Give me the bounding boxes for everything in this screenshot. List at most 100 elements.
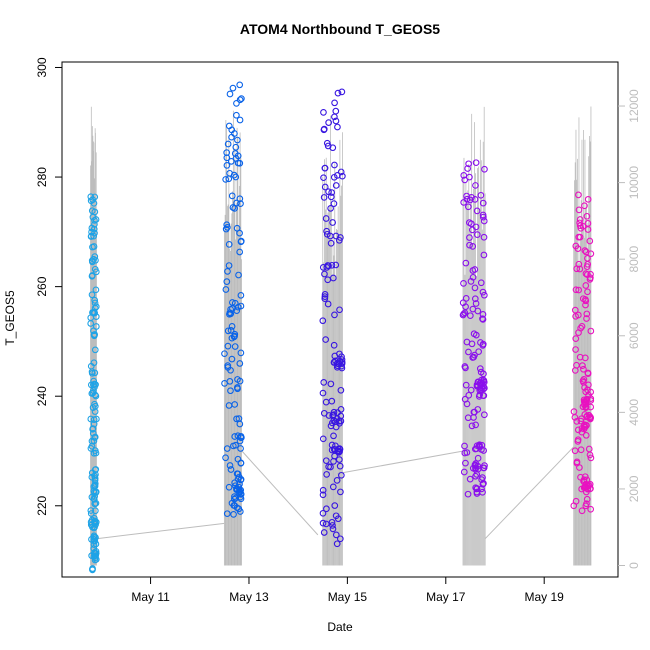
data-point — [580, 365, 587, 373]
chart-title: ATOM4 Northbound T_GEOS5 — [240, 21, 440, 37]
data-point — [580, 398, 588, 405]
data-point — [331, 502, 339, 509]
data-point — [462, 259, 470, 267]
data-point — [461, 309, 469, 317]
data-point — [473, 207, 481, 215]
data-point — [333, 477, 341, 484]
data-point — [321, 270, 328, 278]
data-point — [576, 265, 584, 273]
data-point — [331, 113, 338, 121]
data-point — [580, 376, 588, 383]
data-point — [93, 415, 100, 423]
data-point — [575, 286, 583, 294]
data-point — [232, 173, 240, 181]
data-point — [229, 84, 237, 92]
data-point — [473, 231, 481, 238]
data-point — [330, 408, 338, 416]
data-point — [478, 485, 485, 493]
data-point — [321, 290, 329, 298]
data-point — [230, 511, 237, 518]
data-point — [91, 433, 99, 441]
data-point — [465, 219, 473, 227]
data-point — [334, 89, 342, 97]
data-point — [89, 425, 97, 432]
data-point — [321, 164, 329, 172]
data-point — [320, 125, 328, 133]
data-point — [471, 284, 479, 292]
data-point — [324, 276, 332, 284]
data-point — [328, 518, 336, 526]
data-point — [236, 159, 244, 167]
data-point — [92, 507, 99, 515]
data-point — [576, 219, 583, 227]
data-point — [225, 175, 233, 183]
data-point — [587, 454, 595, 462]
data-point — [233, 100, 240, 107]
data-point — [90, 496, 98, 503]
data-point — [338, 364, 346, 372]
y2-tick-label: 4000 — [627, 399, 641, 426]
x-tick-label: May 19 — [525, 590, 565, 604]
data-point — [88, 369, 96, 377]
data-point — [478, 476, 486, 483]
data-point — [91, 217, 98, 224]
data-point — [581, 247, 589, 254]
x-tick-label: May 13 — [229, 590, 269, 604]
data-point — [465, 348, 472, 356]
data-point — [87, 445, 95, 452]
data-point — [332, 117, 340, 125]
data-point — [466, 475, 474, 483]
data-point — [228, 126, 236, 134]
data-point — [333, 363, 341, 371]
y-tick-label: 240 — [35, 386, 49, 406]
data-point — [91, 193, 99, 201]
data-point — [227, 327, 235, 334]
data-point — [587, 327, 595, 335]
data-point — [470, 353, 478, 361]
data-point — [91, 554, 99, 562]
data-point — [236, 229, 243, 237]
data-point — [477, 368, 485, 376]
data-point — [334, 515, 342, 523]
data-point — [473, 485, 481, 492]
data-point — [331, 452, 338, 460]
data-point — [320, 409, 328, 417]
data-point — [225, 262, 233, 269]
data-point — [223, 510, 231, 518]
data-point — [463, 338, 471, 346]
data-point — [334, 123, 341, 131]
data-point — [580, 477, 587, 485]
data-point — [237, 200, 244, 208]
data-point — [223, 445, 231, 452]
data-point — [320, 194, 328, 201]
data-point — [571, 447, 579, 455]
data-point — [231, 330, 239, 338]
data-point — [583, 500, 590, 508]
data-point — [465, 160, 472, 168]
y-tick-label: 260 — [35, 276, 49, 296]
data-point — [480, 291, 488, 299]
data-point — [480, 385, 487, 393]
data-point — [325, 188, 332, 196]
data-points — [87, 81, 595, 574]
data-point — [320, 109, 327, 116]
data-point — [92, 286, 100, 294]
data-point — [330, 200, 338, 207]
data-point — [468, 226, 476, 234]
x-tick-label: May 15 — [328, 590, 368, 604]
data-point — [221, 380, 228, 387]
data-point — [577, 417, 585, 425]
data-point — [91, 208, 99, 216]
data-point — [327, 380, 335, 388]
data-point — [319, 317, 327, 325]
data-point — [322, 520, 330, 528]
data-point — [479, 310, 487, 318]
data-point — [479, 392, 487, 399]
data-point — [236, 508, 244, 515]
data-point — [480, 233, 488, 241]
data-point — [234, 470, 242, 478]
data-point — [323, 263, 331, 271]
data-point — [575, 329, 582, 336]
data-point — [338, 360, 346, 368]
data-point — [91, 304, 99, 312]
